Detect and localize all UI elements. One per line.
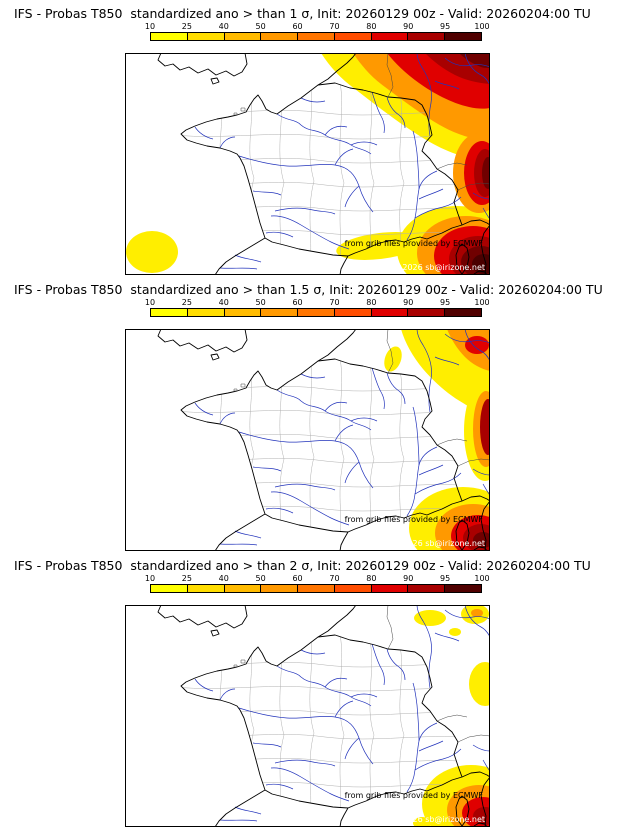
colorbar-bar [150, 32, 482, 41]
map-france: from grib files provided by ECMWF ©2026 … [125, 329, 490, 551]
map-svg: from grib files provided by ECMWF ©2026 … [125, 605, 490, 827]
colorbar-segment [298, 33, 335, 40]
map-frame [125, 605, 490, 827]
colorbar-tick: 25 [181, 298, 192, 307]
probability-colorbar: 10 25 40 50 60 70 80 90 95 100 [145, 298, 490, 318]
grib-attribution: from grib files provided by ECMWF [345, 515, 484, 524]
colorbar-segment [445, 33, 482, 40]
panel-prob-gt-1-sigma: IFS - Probas T850 standardized ano > tha… [0, 0, 630, 276]
map-france: from grib files provided by ECMWF ©2026 … [125, 605, 490, 827]
copyright: ©2026 sb@irizone.net [394, 539, 485, 548]
map-svg: from grib files provided by ECMWF ©2026 … [125, 53, 490, 275]
colorbar-tick: 90 [403, 298, 414, 307]
panel-title: IFS - Probas T850 standardized ano > tha… [14, 6, 591, 21]
colorbar-tick: 70 [329, 22, 340, 31]
panel-title: IFS - Probas T850 standardized ano > tha… [14, 558, 591, 573]
colorbar-tick: 70 [329, 574, 340, 583]
grib-attribution: from grib files provided by ECMWF [345, 239, 484, 248]
colorbar-segment [187, 585, 225, 592]
colorbar-segment [445, 585, 482, 592]
colorbar-tick: 25 [181, 22, 192, 31]
colorbar-tick-labels: 10 25 40 50 60 70 80 90 95 100 [145, 22, 490, 32]
colorbar-segment [371, 585, 409, 592]
map-frame [125, 53, 490, 275]
colorbar-tick: 100 [474, 298, 490, 307]
colorbar-tick: 50 [255, 22, 266, 31]
colorbar-tick: 10 [144, 22, 156, 31]
colorbar-segment [187, 309, 225, 316]
probability-colorbar: 10 25 40 50 60 70 80 90 95 100 [145, 22, 490, 42]
colorbar-segment [334, 33, 372, 40]
colorbar-tick: 25 [181, 574, 192, 583]
colorbar-segment [261, 33, 299, 40]
colorbar-tick-labels: 10 25 40 50 60 70 80 90 95 100 [145, 298, 490, 308]
colorbar-tick: 60 [292, 298, 303, 307]
colorbar-tick: 10 [144, 298, 156, 307]
colorbar-tick: 40 [218, 298, 229, 307]
colorbar-segment [261, 309, 299, 316]
colorbar-tick: 80 [366, 574, 377, 583]
copyright: ©2026 sb@irizone.net [394, 815, 485, 824]
colorbar-segment [151, 33, 188, 40]
panel-prob-gt-1-5-sigma: IFS - Probas T850 standardized ano > tha… [0, 276, 630, 552]
colorbar-segment [298, 585, 335, 592]
panel-prob-gt-2-sigma: IFS - Probas T850 standardized ano > tha… [0, 552, 630, 828]
colorbar-tick-labels: 10 25 40 50 60 70 80 90 95 100 [145, 574, 490, 584]
map-france: from grib files provided by ECMWF ©2026 … [125, 53, 490, 275]
colorbar-segment [371, 309, 409, 316]
panel-title: IFS - Probas T850 standardized ano > tha… [14, 282, 603, 297]
colorbar-segment [408, 585, 446, 592]
colorbar-tick: 50 [255, 574, 266, 583]
colorbar-tick: 80 [366, 298, 377, 307]
colorbar-segment [151, 309, 188, 316]
colorbar-tick: 70 [329, 298, 340, 307]
colorbar-tick: 95 [440, 22, 451, 31]
colorbar-segment [187, 33, 225, 40]
colorbar-segment [334, 585, 372, 592]
colorbar-tick: 60 [292, 22, 303, 31]
colorbar-segment [224, 585, 262, 592]
colorbar-segment [224, 309, 262, 316]
colorbar-tick: 95 [440, 574, 451, 583]
colorbar-segment [445, 309, 482, 316]
colorbar-tick: 95 [440, 298, 451, 307]
colorbar-tick: 100 [474, 574, 490, 583]
colorbar-segment [151, 585, 188, 592]
copyright: ©2026 sb@irizone.net [394, 263, 485, 272]
colorbar-tick: 10 [144, 574, 156, 583]
map-frame [125, 329, 490, 551]
colorbar-tick: 80 [366, 22, 377, 31]
colorbar-tick: 40 [218, 574, 229, 583]
colorbar-bar [150, 308, 482, 317]
probability-overlay [126, 53, 490, 275]
colorbar-segment [298, 309, 335, 316]
colorbar-tick: 40 [218, 22, 229, 31]
colorbar-segment [371, 33, 409, 40]
colorbar-segment [224, 33, 262, 40]
colorbar-segment [261, 585, 299, 592]
grib-attribution: from grib files provided by ECMWF [345, 791, 484, 800]
colorbar-bar [150, 584, 482, 593]
colorbar-segment [334, 309, 372, 316]
colorbar-tick: 100 [474, 22, 490, 31]
colorbar-tick: 90 [403, 22, 414, 31]
map-svg: from grib files provided by ECMWF ©2026 … [125, 329, 490, 551]
colorbar-tick: 90 [403, 574, 414, 583]
colorbar-segment [408, 309, 446, 316]
colorbar-segment [408, 33, 446, 40]
colorbar-tick: 50 [255, 298, 266, 307]
probability-overlay [384, 329, 490, 551]
probability-colorbar: 10 25 40 50 60 70 80 90 95 100 [145, 574, 490, 594]
colorbar-tick: 60 [292, 574, 303, 583]
